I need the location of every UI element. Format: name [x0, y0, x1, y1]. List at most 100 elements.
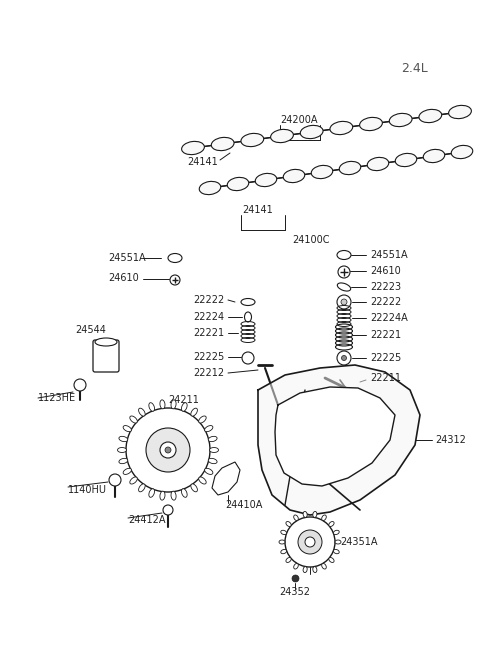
- Ellipse shape: [118, 447, 127, 453]
- Circle shape: [285, 517, 335, 567]
- Ellipse shape: [337, 250, 351, 259]
- Ellipse shape: [286, 557, 291, 563]
- Ellipse shape: [389, 113, 412, 126]
- Ellipse shape: [181, 489, 187, 497]
- Ellipse shape: [191, 484, 197, 492]
- Ellipse shape: [241, 299, 255, 305]
- Ellipse shape: [149, 403, 155, 411]
- Ellipse shape: [119, 458, 128, 464]
- Text: 24200A: 24200A: [280, 115, 317, 125]
- Circle shape: [109, 474, 121, 486]
- Ellipse shape: [139, 484, 145, 492]
- Ellipse shape: [181, 403, 187, 411]
- Ellipse shape: [119, 436, 128, 441]
- Circle shape: [242, 352, 254, 364]
- Ellipse shape: [244, 312, 252, 322]
- Text: 22222: 22222: [193, 295, 224, 305]
- Ellipse shape: [191, 408, 197, 416]
- Text: 24100C: 24100C: [292, 235, 329, 245]
- Ellipse shape: [199, 477, 206, 484]
- Text: 24211: 24211: [168, 395, 199, 405]
- Ellipse shape: [300, 125, 323, 139]
- Ellipse shape: [281, 531, 287, 534]
- Text: 24352: 24352: [279, 587, 311, 597]
- Text: 24351A: 24351A: [340, 537, 377, 547]
- Ellipse shape: [241, 134, 264, 147]
- Ellipse shape: [322, 515, 326, 521]
- Text: 22223: 22223: [370, 282, 401, 292]
- Text: 24312: 24312: [435, 435, 466, 445]
- Polygon shape: [258, 365, 420, 515]
- Ellipse shape: [294, 515, 298, 521]
- Ellipse shape: [139, 408, 145, 416]
- Ellipse shape: [199, 416, 206, 423]
- FancyBboxPatch shape: [93, 340, 119, 372]
- Text: 1123HE: 1123HE: [38, 393, 76, 403]
- Ellipse shape: [208, 458, 217, 464]
- Ellipse shape: [211, 138, 234, 151]
- Ellipse shape: [419, 109, 442, 122]
- Ellipse shape: [209, 447, 218, 453]
- Circle shape: [337, 351, 351, 365]
- Circle shape: [126, 408, 210, 492]
- Ellipse shape: [339, 161, 361, 175]
- Ellipse shape: [337, 283, 351, 291]
- Ellipse shape: [322, 563, 326, 569]
- Ellipse shape: [294, 563, 298, 569]
- Ellipse shape: [281, 550, 287, 553]
- Circle shape: [305, 537, 315, 547]
- Ellipse shape: [360, 117, 383, 130]
- Circle shape: [146, 428, 190, 472]
- Ellipse shape: [279, 540, 285, 544]
- Text: 22225: 22225: [370, 353, 401, 363]
- Text: 22221: 22221: [193, 328, 224, 338]
- Text: 22222: 22222: [370, 297, 401, 307]
- Ellipse shape: [451, 145, 473, 159]
- Ellipse shape: [171, 400, 176, 409]
- Ellipse shape: [395, 153, 417, 166]
- Circle shape: [341, 299, 347, 305]
- Ellipse shape: [255, 174, 277, 187]
- Ellipse shape: [335, 540, 341, 544]
- Ellipse shape: [313, 512, 317, 517]
- Ellipse shape: [303, 567, 307, 572]
- Ellipse shape: [367, 157, 389, 170]
- Ellipse shape: [329, 521, 334, 527]
- Circle shape: [298, 530, 322, 554]
- Ellipse shape: [123, 426, 132, 432]
- Ellipse shape: [181, 141, 204, 155]
- Text: 24544: 24544: [75, 325, 106, 335]
- Ellipse shape: [334, 550, 339, 553]
- Ellipse shape: [311, 165, 333, 179]
- Ellipse shape: [334, 531, 339, 534]
- Ellipse shape: [329, 557, 334, 563]
- Circle shape: [337, 295, 351, 309]
- Ellipse shape: [160, 491, 165, 500]
- Ellipse shape: [208, 436, 217, 441]
- Text: 22212: 22212: [193, 368, 224, 378]
- Text: 24141: 24141: [242, 205, 273, 215]
- Ellipse shape: [283, 170, 305, 183]
- Ellipse shape: [227, 178, 249, 191]
- Text: 22224A: 22224A: [370, 313, 408, 323]
- Ellipse shape: [171, 491, 176, 500]
- Text: 22225: 22225: [193, 352, 224, 362]
- Circle shape: [341, 356, 347, 360]
- Ellipse shape: [199, 181, 221, 195]
- Text: 24141: 24141: [187, 157, 218, 167]
- Ellipse shape: [449, 105, 471, 119]
- Text: 24610: 24610: [108, 273, 139, 283]
- Ellipse shape: [330, 121, 353, 135]
- Text: 24412A: 24412A: [128, 515, 166, 525]
- Ellipse shape: [423, 149, 445, 162]
- Ellipse shape: [303, 512, 307, 517]
- Ellipse shape: [95, 338, 117, 346]
- Text: 22224: 22224: [193, 312, 224, 322]
- Ellipse shape: [286, 521, 291, 527]
- Polygon shape: [275, 387, 395, 486]
- Ellipse shape: [149, 489, 155, 497]
- Circle shape: [160, 442, 176, 458]
- Ellipse shape: [313, 567, 317, 572]
- Polygon shape: [212, 462, 240, 495]
- Circle shape: [170, 275, 180, 285]
